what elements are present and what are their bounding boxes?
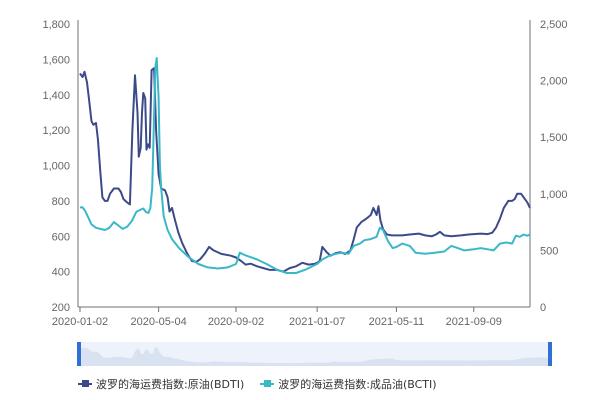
x-tick-label: 2021-05-11 xyxy=(369,316,424,328)
x-tick-label: 2021-01-07 xyxy=(289,316,345,328)
legend-item-bdti[interactable]: 波罗的海运费指数:原油(BDTI) xyxy=(78,376,244,392)
y-left-tick-label: 1,600 xyxy=(42,54,70,66)
y-right-tick-label: 0 xyxy=(540,302,546,314)
y-right-tick-label: 1,000 xyxy=(540,189,568,201)
legend-bcti-marker xyxy=(260,379,275,389)
x-tick-label: 2021-09-09 xyxy=(446,316,502,328)
y-left-tick-label: 400 xyxy=(52,267,70,279)
slider-left-handle[interactable] xyxy=(77,342,81,366)
y-left-tick-label: 1,200 xyxy=(42,125,70,137)
data-zoom-slider[interactable] xyxy=(77,342,552,366)
y-right-tick-label: 2,000 xyxy=(540,76,568,88)
y-left-tick-label: 1,400 xyxy=(42,90,70,102)
x-tick-label: 2020-05-04 xyxy=(130,316,186,328)
x-tick-label: 2020-09-02 xyxy=(208,316,264,328)
y-left-tick-label: 800 xyxy=(52,196,70,208)
legend-bcti-label: 波罗的海运费指数:成品油(BCTI) xyxy=(278,378,437,391)
legend-bcti-square xyxy=(264,380,272,387)
slider-right-handle[interactable] xyxy=(548,342,552,366)
y-left-tick-label: 600 xyxy=(52,231,70,243)
series-line-bcti xyxy=(80,57,531,274)
legend-item-bcti[interactable]: 波罗的海运费指数:成品油(BCTI) xyxy=(260,376,437,392)
legend-bdti-label: 波罗的海运费指数:原油(BDTI) xyxy=(96,378,245,391)
legend-bdti-square xyxy=(82,380,89,387)
y-left-tick-label: 1,000 xyxy=(42,161,70,173)
y-right-tick-label: 500 xyxy=(540,245,558,257)
x-tick-label: 2020-01-02 xyxy=(52,316,108,328)
y-right-tick-label: 2,500 xyxy=(540,19,568,31)
series-line-bdti xyxy=(79,67,531,273)
legend-bdti-marker xyxy=(78,379,92,389)
y-left-tick-label: 200 xyxy=(52,302,70,314)
y-left-tick-label: 1,800 xyxy=(42,19,70,31)
legend: 波罗的海运费指数:原油(BDTI) 波罗的海运费指数:成品油(BCTI) xyxy=(78,376,453,392)
slider-preview-area xyxy=(80,347,550,366)
y-right-tick-label: 1,500 xyxy=(540,132,568,144)
